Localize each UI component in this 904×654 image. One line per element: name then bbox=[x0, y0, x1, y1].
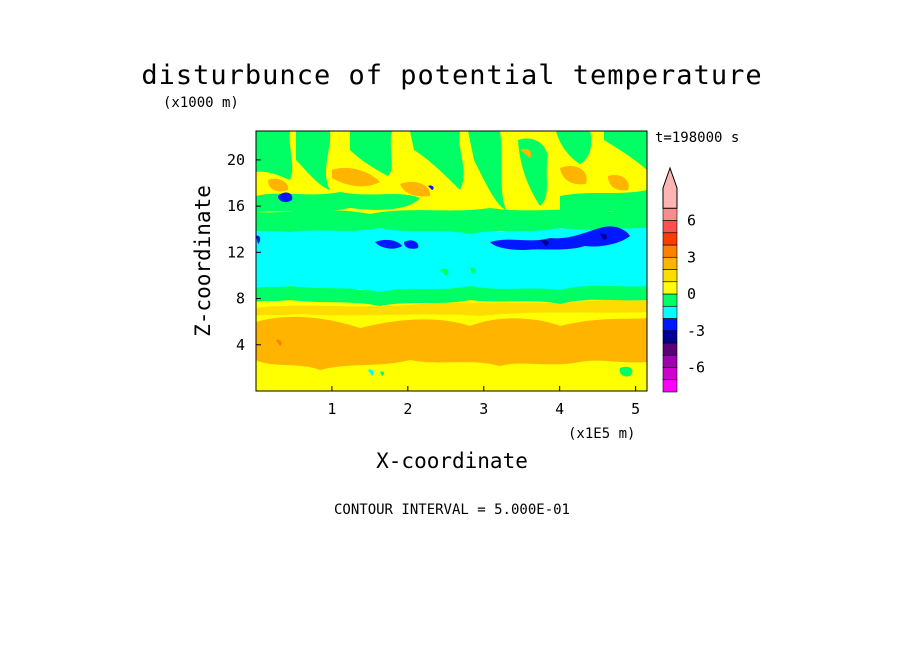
x-tick-label: 1 bbox=[327, 400, 336, 418]
colorbar-segment bbox=[662, 244, 678, 258]
chart-title: disturbunce of potential temperature bbox=[141, 60, 762, 91]
lower-warm-patches bbox=[256, 316, 647, 370]
warm-core bbox=[276, 339, 282, 346]
colorbar-segment bbox=[662, 354, 678, 368]
y-unit-label: (x1000 m) bbox=[163, 95, 239, 111]
heatmap-field bbox=[256, 131, 647, 391]
colorbar-segment bbox=[662, 330, 678, 344]
colorbar-segment bbox=[662, 293, 678, 307]
colorbar-label: -3 bbox=[687, 322, 705, 340]
x-unit-label: (x1E5 m) bbox=[568, 426, 635, 442]
x-tick-label: 5 bbox=[631, 400, 640, 418]
y-tick-label: 8 bbox=[236, 290, 245, 308]
colorbar-segment bbox=[662, 256, 678, 270]
cold-cores bbox=[540, 233, 607, 246]
upper-cold-spots bbox=[278, 185, 434, 203]
x-axis: 1 2 3 4 5 bbox=[327, 386, 640, 418]
colorbar-segment bbox=[662, 220, 678, 234]
y-tick-label: 12 bbox=[227, 243, 245, 261]
y-axis: 4 8 12 16 20 bbox=[227, 151, 261, 354]
colorbar-segment bbox=[662, 367, 678, 381]
colorbar-label: -6 bbox=[687, 359, 705, 377]
x-tick-label: 2 bbox=[403, 400, 412, 418]
colorbar-label: 3 bbox=[687, 248, 696, 266]
colorbar-segment bbox=[662, 232, 678, 246]
colorbar-label: 0 bbox=[687, 285, 696, 303]
upper-green-patches bbox=[256, 131, 647, 212]
x-tick-label: 4 bbox=[555, 400, 564, 418]
contour-interval-label: CONTOUR INTERVAL = 5.000E-01 bbox=[334, 502, 570, 518]
lower-green-band bbox=[256, 284, 647, 306]
colorbar-segment bbox=[662, 207, 678, 221]
upper-green-band bbox=[256, 208, 647, 234]
cyan-interior-green bbox=[440, 267, 476, 276]
cold-patches bbox=[256, 226, 630, 250]
plot-frame bbox=[255, 130, 648, 392]
colorbar-segment bbox=[662, 281, 678, 295]
colorbar-segment bbox=[662, 318, 678, 332]
y-tick-label: 16 bbox=[227, 197, 245, 215]
colorbar-segment bbox=[662, 342, 678, 356]
colorbar-label: 6 bbox=[687, 212, 696, 230]
colorbar-segment bbox=[662, 269, 678, 283]
y-tick-label: 20 bbox=[227, 151, 245, 169]
y-axis-title: Z-coordinate bbox=[191, 185, 215, 337]
x-axis-title: X-coordinate bbox=[376, 449, 528, 473]
lower-transition bbox=[256, 299, 647, 316]
bottom-features bbox=[368, 366, 633, 377]
upper-warm-patches bbox=[268, 148, 629, 197]
time-label: t=198000 s bbox=[655, 130, 739, 146]
colorbar: 6 3 0 -3 -6 bbox=[662, 166, 705, 393]
x-tick-label: 3 bbox=[479, 400, 488, 418]
colorbar-segment bbox=[662, 305, 678, 319]
y-tick-label: 4 bbox=[236, 336, 245, 354]
colorbar-segment bbox=[662, 166, 678, 209]
colorbar-segment bbox=[662, 379, 678, 393]
